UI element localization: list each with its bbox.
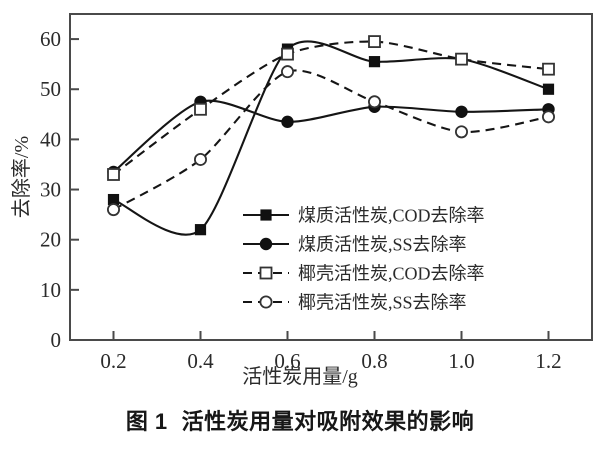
x-tick-label-1.0: 1.0 bbox=[448, 349, 474, 373]
data-point-2-1 bbox=[194, 102, 207, 116]
y-tick-label-40: 40 bbox=[40, 127, 61, 151]
y-tick-label-0: 0 bbox=[51, 328, 62, 352]
data-point-0-0 bbox=[107, 193, 120, 206]
data-point-3-5 bbox=[542, 110, 556, 124]
data-point-0-5 bbox=[542, 83, 555, 95]
legend-label-1: 煤质活性炭,SS去除率 bbox=[298, 235, 467, 255]
data-point-2-4 bbox=[455, 52, 468, 66]
x-tick-label-0.8: 0.8 bbox=[361, 349, 387, 373]
chart-plot-area: 0 10 20 30 40 50 60 0.2 0.4 0.6 0.8 1.0 1.2 活性炭用量/g… bbox=[10, 13, 593, 388]
data-point-3-1 bbox=[193, 152, 207, 166]
data-point-1-4 bbox=[455, 105, 468, 119]
x-tick-label-0.2: 0.2 bbox=[100, 349, 126, 373]
x-axis-tick-labels: 0.2 0.4 0.6 0.8 1.0 1.2 bbox=[100, 349, 561, 373]
y-tick-label-60: 60 bbox=[40, 27, 61, 51]
legend-label-3: 椰壳活性炭,SS去除率 bbox=[298, 293, 467, 313]
legend-item-0: 煤质活性炭,COD去除率 bbox=[243, 206, 485, 226]
x-axis-title: 活性炭用量/g bbox=[242, 365, 358, 388]
legend-marker-2 bbox=[259, 266, 273, 280]
series-3 bbox=[107, 65, 556, 217]
figure-caption: 图 1 活性炭用量对吸附效果的影响 bbox=[0, 404, 600, 436]
y-axis-tick-labels: 0 10 20 30 40 50 60 bbox=[40, 27, 61, 352]
data-series-layer bbox=[107, 35, 556, 236]
data-point-0-1 bbox=[194, 224, 207, 236]
data-point-1-2 bbox=[281, 115, 294, 129]
legend-label-0: 煤质活性炭,COD去除率 bbox=[298, 206, 485, 226]
y-axis-ticks bbox=[70, 38, 79, 341]
plot-frame bbox=[69, 13, 593, 341]
data-point-3-4 bbox=[454, 125, 468, 139]
data-point-3-2 bbox=[280, 65, 294, 79]
data-point-3-3 bbox=[367, 95, 381, 109]
data-point-2-5 bbox=[542, 62, 555, 76]
y-tick-label-20: 20 bbox=[40, 228, 61, 252]
legend-marker-1 bbox=[259, 237, 273, 251]
series-2 bbox=[107, 35, 555, 181]
y-tick-label-10: 10 bbox=[40, 278, 61, 302]
x-tick-label-0.4: 0.4 bbox=[187, 349, 214, 373]
y-tick-label-50: 50 bbox=[40, 77, 61, 101]
series-1 bbox=[107, 95, 555, 179]
legend-label-2: 椰壳活性炭,COD去除率 bbox=[298, 264, 485, 284]
legend-item-1: 煤质活性炭,SS去除率 bbox=[243, 235, 467, 255]
x-axis-ticks bbox=[112, 331, 550, 340]
data-point-3-0 bbox=[107, 203, 121, 217]
series-line-3 bbox=[112, 69, 549, 211]
data-point-2-0 bbox=[107, 168, 120, 181]
data-point-2-2 bbox=[281, 47, 294, 61]
chart-legend: 煤质活性炭,COD去除率煤质活性炭,SS去除率椰壳活性炭,COD去除率椰壳活性炭… bbox=[243, 206, 485, 313]
y-tick-label-30: 30 bbox=[40, 178, 61, 202]
legend-item-3: 椰壳活性炭,SS去除率 bbox=[243, 293, 467, 313]
figure-caption-text: 活性炭用量对吸附效果的影响 bbox=[181, 409, 475, 434]
y-axis-title: 去除率/% bbox=[10, 136, 33, 218]
legend-item-2: 椰壳活性炭,COD去除率 bbox=[243, 264, 485, 284]
legend-marker-3 bbox=[259, 295, 273, 309]
series-line-2 bbox=[112, 40, 549, 176]
data-point-0-3 bbox=[368, 56, 381, 68]
legend-marker-0 bbox=[260, 209, 272, 221]
x-tick-label-0.6: 0.6 bbox=[274, 349, 300, 373]
series-line-1 bbox=[112, 99, 549, 173]
x-tick-label-1.2: 1.2 bbox=[535, 349, 561, 373]
data-point-2-3 bbox=[368, 35, 381, 48]
figure-caption-number: 图 1 bbox=[125, 409, 168, 434]
